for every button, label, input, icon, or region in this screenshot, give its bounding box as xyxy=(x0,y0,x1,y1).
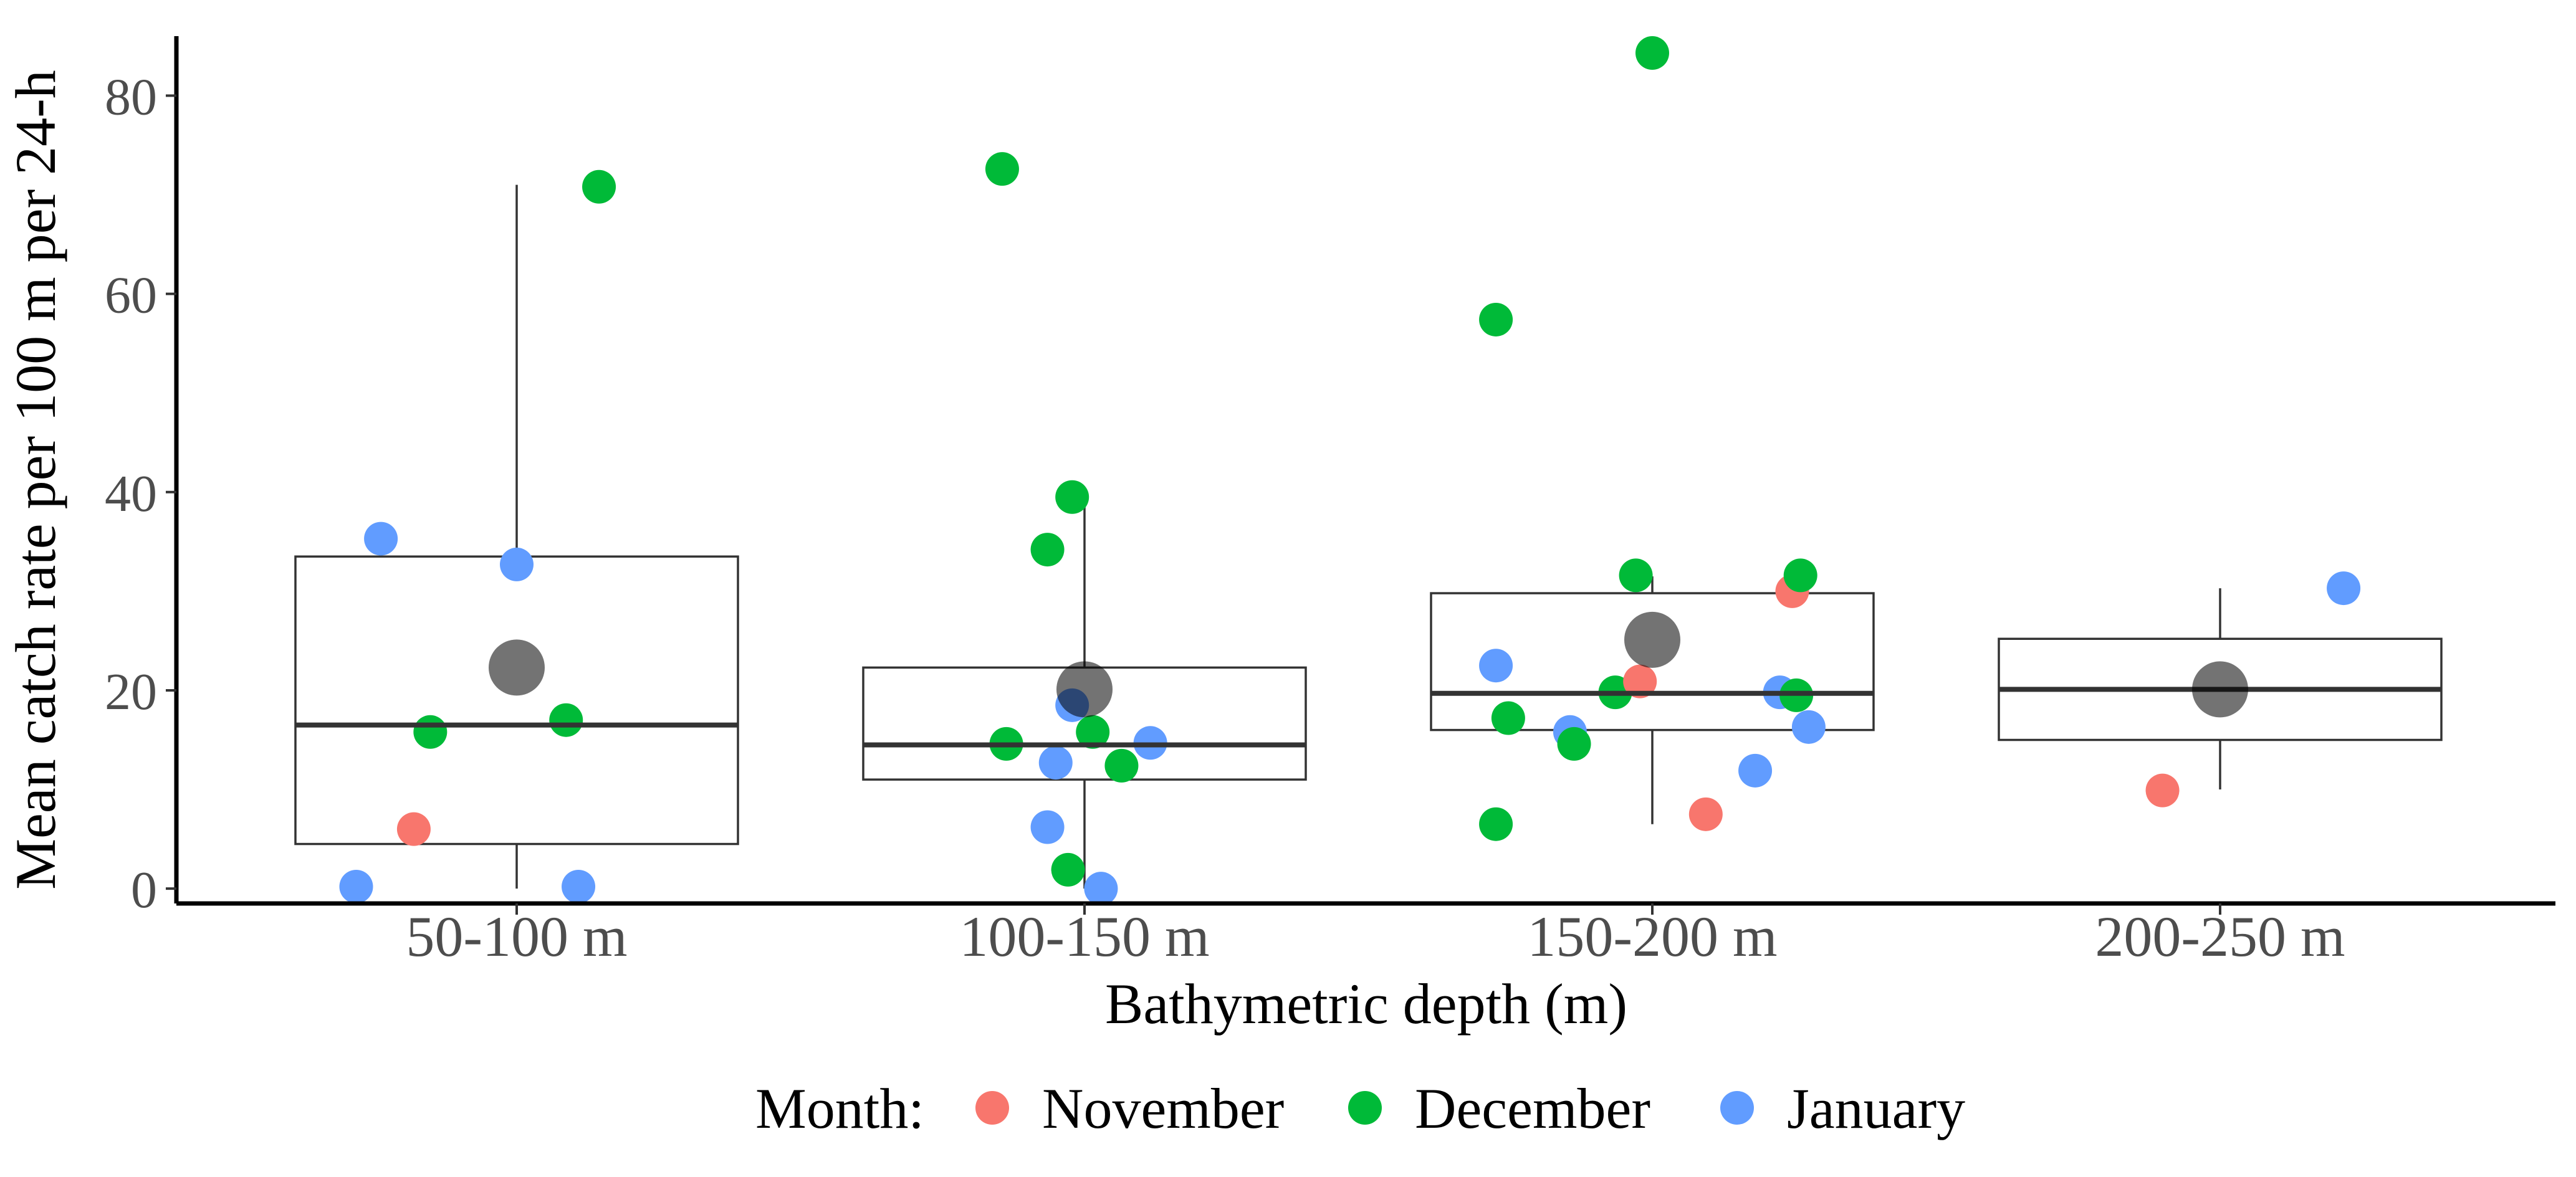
mean-marker-150-200m xyxy=(1624,611,1680,668)
data-point-december xyxy=(1051,852,1085,887)
data-point-january xyxy=(1479,649,1513,683)
y-axis-label: Mean catch rate per 100 m per 24-h xyxy=(4,70,67,890)
plot-area xyxy=(294,36,2443,906)
data-point-december xyxy=(582,169,616,204)
data-point-december xyxy=(985,152,1019,186)
x-axis-label: Bathymetric depth (m) xyxy=(1105,972,1627,1036)
data-point-december xyxy=(549,703,583,737)
data-point-december xyxy=(1619,558,1653,593)
data-point-december xyxy=(1635,36,1669,70)
data-point-december xyxy=(1479,302,1513,336)
data-point-december xyxy=(1104,748,1139,783)
legend: Month: November December January xyxy=(755,1077,1965,1140)
data-point-december xyxy=(1055,480,1089,514)
legend-key-november xyxy=(975,1091,1009,1125)
data-point-january xyxy=(364,522,398,556)
x-tick-label: 200-250 m xyxy=(2095,905,2345,968)
y-tick-label: 80 xyxy=(105,68,157,126)
data-point-january xyxy=(2327,571,2361,606)
mean-marker-100-150m xyxy=(1056,661,1113,718)
data-point-january xyxy=(339,869,373,903)
legend-title: Month: xyxy=(755,1077,924,1140)
data-point-january xyxy=(1084,872,1118,906)
data-point-december xyxy=(1030,533,1065,567)
legend-label-january: January xyxy=(1787,1077,1965,1140)
data-point-december xyxy=(1479,807,1513,841)
data-point-january xyxy=(1738,753,1773,788)
data-point-november xyxy=(1688,797,1723,831)
legend-label-november: November xyxy=(1042,1077,1284,1140)
data-point-december xyxy=(1557,727,1591,761)
y-tick-label: 40 xyxy=(105,465,157,523)
data-point-january xyxy=(562,869,596,903)
x-tick-label: 100-150 m xyxy=(959,905,1209,968)
data-point-november xyxy=(1623,664,1657,698)
data-point-january xyxy=(1030,810,1065,844)
legend-key-december xyxy=(1348,1091,1382,1125)
x-tick-label: 150-200 m xyxy=(1527,905,1777,968)
data-point-december xyxy=(1783,558,1817,593)
data-point-november xyxy=(2145,773,2180,808)
mean-marker-50-100m xyxy=(489,639,545,696)
y-tick-label: 0 xyxy=(131,861,157,919)
data-point-january xyxy=(1038,746,1073,780)
data-point-december xyxy=(1076,715,1110,749)
data-point-december xyxy=(413,715,448,749)
y-tick-label: 20 xyxy=(105,663,157,721)
box-50-100m xyxy=(294,555,739,846)
data-point-december xyxy=(1491,701,1525,735)
y-axis-ticks: 0 20 40 60 80 xyxy=(105,68,176,919)
x-axis-ticks: 50-100 m 100-150 m 150-200 m 200-250 m xyxy=(406,903,2345,968)
legend-key-january xyxy=(1720,1091,1754,1125)
legend-label-december: December xyxy=(1415,1077,1650,1140)
x-tick-label: 50-100 m xyxy=(406,905,627,968)
data-point-january xyxy=(500,547,534,581)
data-point-november xyxy=(396,812,431,846)
data-point-january xyxy=(1791,710,1826,744)
y-tick-label: 60 xyxy=(105,267,157,325)
mean-marker-200-250m xyxy=(2192,661,2248,718)
